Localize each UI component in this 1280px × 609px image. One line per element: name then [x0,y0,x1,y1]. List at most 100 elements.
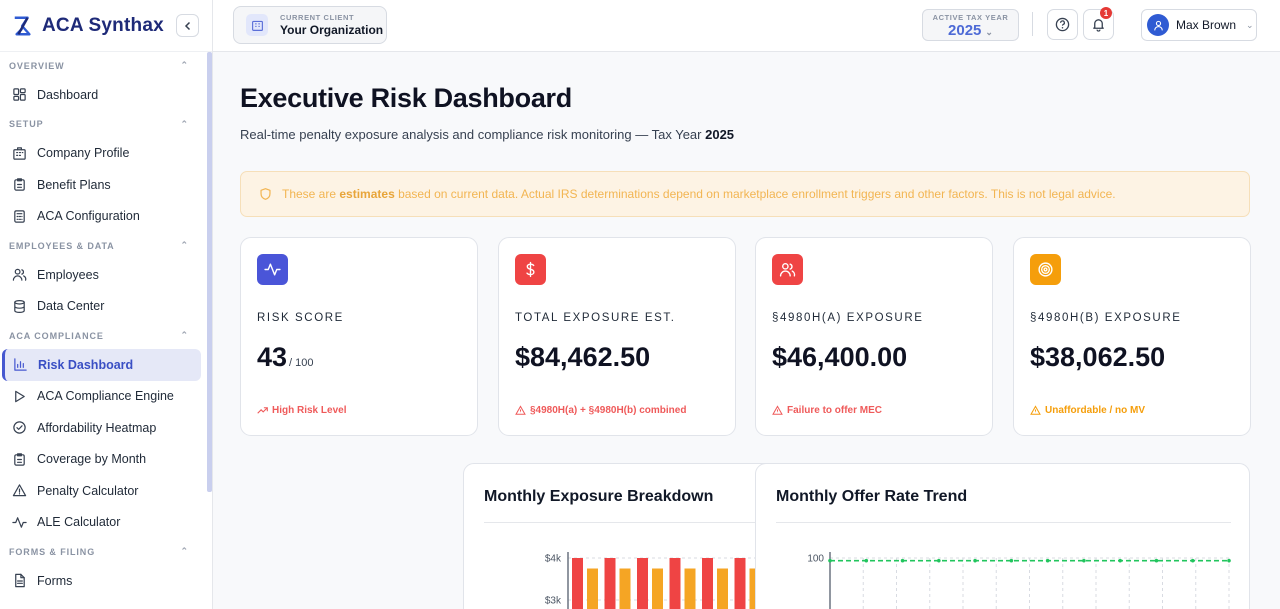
divider [1032,12,1033,36]
chevron-up-icon: ⌃ [180,240,189,250]
exposure-a-bar[interactable] [604,558,616,609]
shield-icon [260,188,271,200]
sidebar-item-data-center[interactable]: Data Center [0,291,201,323]
exposure-b-bar[interactable] [619,568,631,609]
card-footer-text: Failure to offer MEC [787,405,883,416]
exposure-b-bar[interactable] [717,568,728,609]
brand[interactable]: ACA Synthax [0,0,212,52]
exposure-b-bar[interactable] [684,568,696,609]
building-icon [13,147,26,160]
divider [776,522,1231,523]
sidebar-item-risk-dashboard[interactable]: Risk Dashboard [2,349,201,381]
y-tick-label: $3k [545,596,562,607]
sidebar-item-coverage-by-month[interactable]: Coverage by Month [0,444,201,476]
card-icon-tile [1030,254,1061,285]
sidebar-section-header[interactable]: SETUP ⌃ [0,111,207,138]
sidebar-section-header[interactable]: OVERVIEW ⌃ [0,52,207,79]
user-menu[interactable]: Max Brown ⌄ [1141,9,1257,41]
panel-title: Monthly Exposure Breakdown [484,488,714,505]
offer-rate-point[interactable] [1190,558,1195,563]
card-value-denominator: / 100 [289,357,314,369]
sidebar-item-penalty-calculator[interactable]: Penalty Calculator [0,475,201,507]
offer-rate-point[interactable] [1227,558,1231,563]
sidebar-section-header[interactable]: EMPLOYEES & DATA ⌃ [0,232,207,259]
avatar [1147,14,1169,36]
sidebar-section-header[interactable]: FORMS & FILING ⌃ [0,538,207,565]
sidebar-item-forms[interactable]: Forms [0,565,201,597]
sidebar-item-aca-compliance-engine[interactable]: ACA Compliance Engine [0,381,201,413]
warning-icon [515,405,526,415]
offer-rate-point[interactable] [973,558,977,563]
exposure-a-bar[interactable] [702,558,713,609]
offer-rate-point[interactable] [1009,558,1014,563]
sidebar-item-aca-configuration[interactable]: ACA Configuration [0,201,201,233]
sidebar-item-company-profile[interactable]: Company Profile [0,138,201,170]
card-footer: Unaffordable / no MV [1030,405,1145,416]
estimate-disclaimer: These are estimates based on current dat… [240,171,1250,217]
exposure-b-card[interactable]: §4980H(B) EXPOSURE $38,062.50 Unaffordable… [1013,237,1251,436]
offer-rate-point[interactable] [1045,558,1050,563]
subtitle-year: 2025 [705,127,735,142]
database-icon [14,299,25,313]
sidebar-item-affordability-heatmap[interactable]: Affordability Heatmap [0,412,201,444]
sidebar-item-ale-calculator[interactable]: ALE Calculator [0,507,201,539]
panel-title: Monthly Offer Rate Trend [776,488,968,505]
exposure-a-bar[interactable] [734,558,746,609]
sidebar-item-employees[interactable]: Employees [0,259,201,291]
warning-icon [12,484,27,497]
play-icon [15,390,25,403]
sidebar-section-header[interactable]: ACA COMPLIANCE ⌃ [0,322,207,349]
check-circle-icon [13,421,26,434]
calculator-icon [14,210,25,223]
users-icon [12,268,27,281]
card-footer: §4980H(a) + §4980H(b) combined [515,405,686,416]
subtitle-text: Real-time penalty exposure analysis and … [240,127,706,142]
sidebar-item-label: Benefit Plans [37,177,111,192]
sidebar-scrollbar[interactable] [207,52,212,492]
sidebar-item-label: Coverage by Month [37,452,147,467]
card-footer: Failure to offer MEC [772,405,882,416]
tax-year-caption: ACTIVE TAX YEAR [932,13,1009,22]
exposure-a-bar[interactable] [637,558,648,609]
exposure-b-bar[interactable] [587,568,598,609]
section-title: OVERVIEW [9,60,65,71]
risk-score-card[interactable]: RISK SCORE 43/ 100 High Risk Level [240,237,478,436]
chevron-down-icon: ⌄ [1246,19,1254,30]
app-name: ACA Synthax [42,14,164,36]
client-selector[interactable]: CURRENT CLIENT Your Organization [233,6,387,44]
offer-rate-point[interactable] [937,558,941,563]
offer-rate-point[interactable] [864,558,869,563]
card-label: TOTAL EXPOSURE EST. [515,312,676,324]
offer-rate-point[interactable] [828,558,832,563]
exposure-b-bar[interactable] [652,568,663,609]
card-value: $38,062.50 [1030,342,1165,373]
exposure-a-bar[interactable] [572,558,583,609]
collapse-sidebar-button[interactable] [176,14,199,37]
card-icon-tile [772,254,803,285]
notifications-button[interactable]: 1 [1083,7,1114,40]
user-icon [1153,20,1163,30]
card-label: RISK SCORE [257,312,344,324]
exposure-a-bar[interactable] [669,558,681,609]
tax-year-selector[interactable]: ACTIVE TAX YEAR 2025 ⌄ [922,9,1019,41]
offer-rate-point[interactable] [1082,558,1086,563]
offer-rate-point[interactable] [1154,558,1159,563]
chevron-up-icon: ⌃ [180,118,189,129]
offer-rate-point[interactable] [900,558,905,563]
sidebar: ACA Synthax OVERVIEW ⌃ Dashboard SETUP ⌃ Comp… [0,0,213,609]
y-tick-label: 100 [807,554,824,565]
offer-rate-point[interactable] [1118,558,1122,563]
section-title: FORMS & FILING [9,546,96,557]
help-button[interactable] [1047,9,1078,40]
sidebar-item-label: ACA Compliance Engine [37,389,174,404]
sidebar-item-benefit-plans[interactable]: Benefit Plans [0,169,201,201]
dollar-icon [526,261,535,278]
sidebar-item-dashboard[interactable]: Dashboard [0,79,201,111]
total-exposure-card[interactable]: TOTAL EXPOSURE EST. $84,462.50 §4980H(a) +… [498,237,736,436]
exposure-a-card[interactable]: §4980H(A) EXPOSURE $46,400.00 Failure to o… [755,237,993,436]
card-icon-tile [257,254,288,285]
trend-up-icon [257,407,268,414]
clipboard-icon [14,178,25,191]
card-value: $46,400.00 [772,342,907,373]
card-value: $84,462.50 [515,342,650,373]
